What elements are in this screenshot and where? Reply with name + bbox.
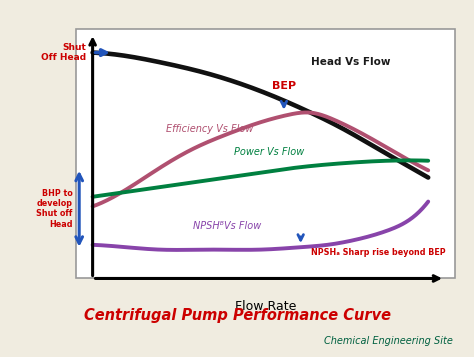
Text: NPSHᴮVs Flow: NPSHᴮVs Flow <box>193 221 262 231</box>
Text: Flow Rate: Flow Rate <box>235 300 296 313</box>
Text: BHP to
develop
Shut off
Head: BHP to develop Shut off Head <box>36 189 73 229</box>
Text: Chemical Engineering Site: Chemical Engineering Site <box>324 336 453 346</box>
Text: Head Vs Flow: Head Vs Flow <box>311 57 390 67</box>
Text: Shut
Off Head: Shut Off Head <box>41 43 86 62</box>
Text: NPSHₐ Sharp rise beyond BEP: NPSHₐ Sharp rise beyond BEP <box>311 248 446 257</box>
Text: BEP: BEP <box>272 81 296 91</box>
Text: Centrifugal Pump Performance Curve: Centrifugal Pump Performance Curve <box>83 308 391 323</box>
Text: Power Vs Flow: Power Vs Flow <box>234 147 304 157</box>
Text: Efficiency Vs Flow: Efficiency Vs Flow <box>166 125 254 135</box>
